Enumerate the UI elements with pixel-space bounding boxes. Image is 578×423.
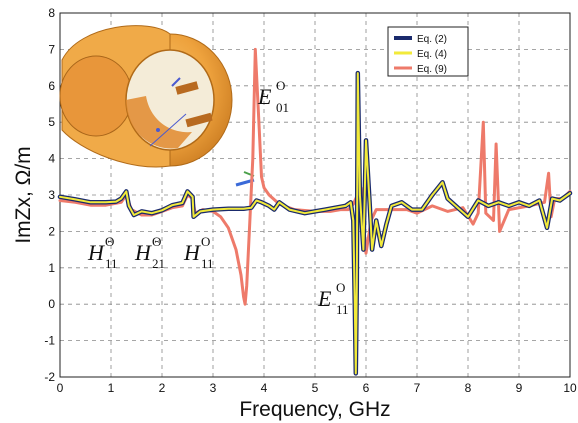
mode-label-sub: 11 [336,302,349,317]
mode-label-h11-theta: H Θ 11 [87,234,118,271]
x-tick-label: 1 [108,381,115,395]
series-lines [57,47,573,376]
y-tick-label: -1 [44,334,55,348]
mode-label-base: H [183,240,201,265]
mode-label-e01-o: E O 01 [257,78,289,115]
y-axis-ticks: -2 -1 0 1 2 3 4 5 6 7 8 [44,6,55,384]
mode-label-sub: 21 [152,256,165,271]
mode-label-sup: O [201,234,210,249]
mode-label-e11-o: E O 11 [317,280,349,317]
y-tick-label: 8 [48,6,55,20]
legend-label-eq4: Eq. (4) [417,49,447,60]
mode-label-h11-o: H O 11 [183,234,214,271]
mode-label-base: E [257,84,272,109]
mode-label-sup: Θ [152,234,161,249]
y-tick-label: -2 [44,370,55,384]
legend: Eq. (2) Eq. (4) Eq. (9) [387,26,469,77]
x-tick-label: 0 [57,381,64,395]
mode-label-sub: 11 [201,256,214,271]
y-tick-label: 5 [48,115,55,129]
x-tick-label: 10 [563,381,577,395]
legend-label-eq2: Eq. (2) [417,34,447,45]
x-tick-label: 8 [465,381,472,395]
mode-label-sub: 01 [276,100,289,115]
mode-label-base: H [134,240,152,265]
mode-label-sub: 11 [105,256,118,271]
x-tick-label: 4 [261,381,268,395]
x-tick-label: 2 [159,381,166,395]
x-tick-label: 5 [312,381,319,395]
cavity-illustration [59,25,233,168]
mode-label-base: H [87,240,105,265]
mode-label-h21-theta: H Θ 21 [134,234,165,271]
legend-label-eq9: Eq. (9) [417,64,447,75]
y-tick-label: 3 [48,188,55,202]
y-tick-label: 2 [48,224,55,238]
series-line-eq4 [59,72,571,375]
mode-label-sup: O [276,78,285,93]
y-tick-label: 6 [48,79,55,93]
x-axis-label: Frequency, GHz [239,398,390,421]
y-tick-label: 7 [48,42,55,56]
x-tick-label: 9 [516,381,523,395]
y-tick-label: 1 [48,261,55,275]
x-tick-label: 6 [363,381,370,395]
y-tick-label: 4 [48,152,55,166]
y-axis-label: ImZx, Ω/m [12,146,35,243]
x-tick-label: 3 [210,381,217,395]
mode-label-sup: O [336,280,345,295]
x-axis-ticks: 0 1 2 3 4 5 6 7 8 9 10 [57,381,577,395]
y-tick-label: 0 [48,297,55,311]
x-tick-label: 7 [414,381,421,395]
mode-label-sup: Θ [105,234,114,249]
mode-label-base: E [317,286,332,311]
